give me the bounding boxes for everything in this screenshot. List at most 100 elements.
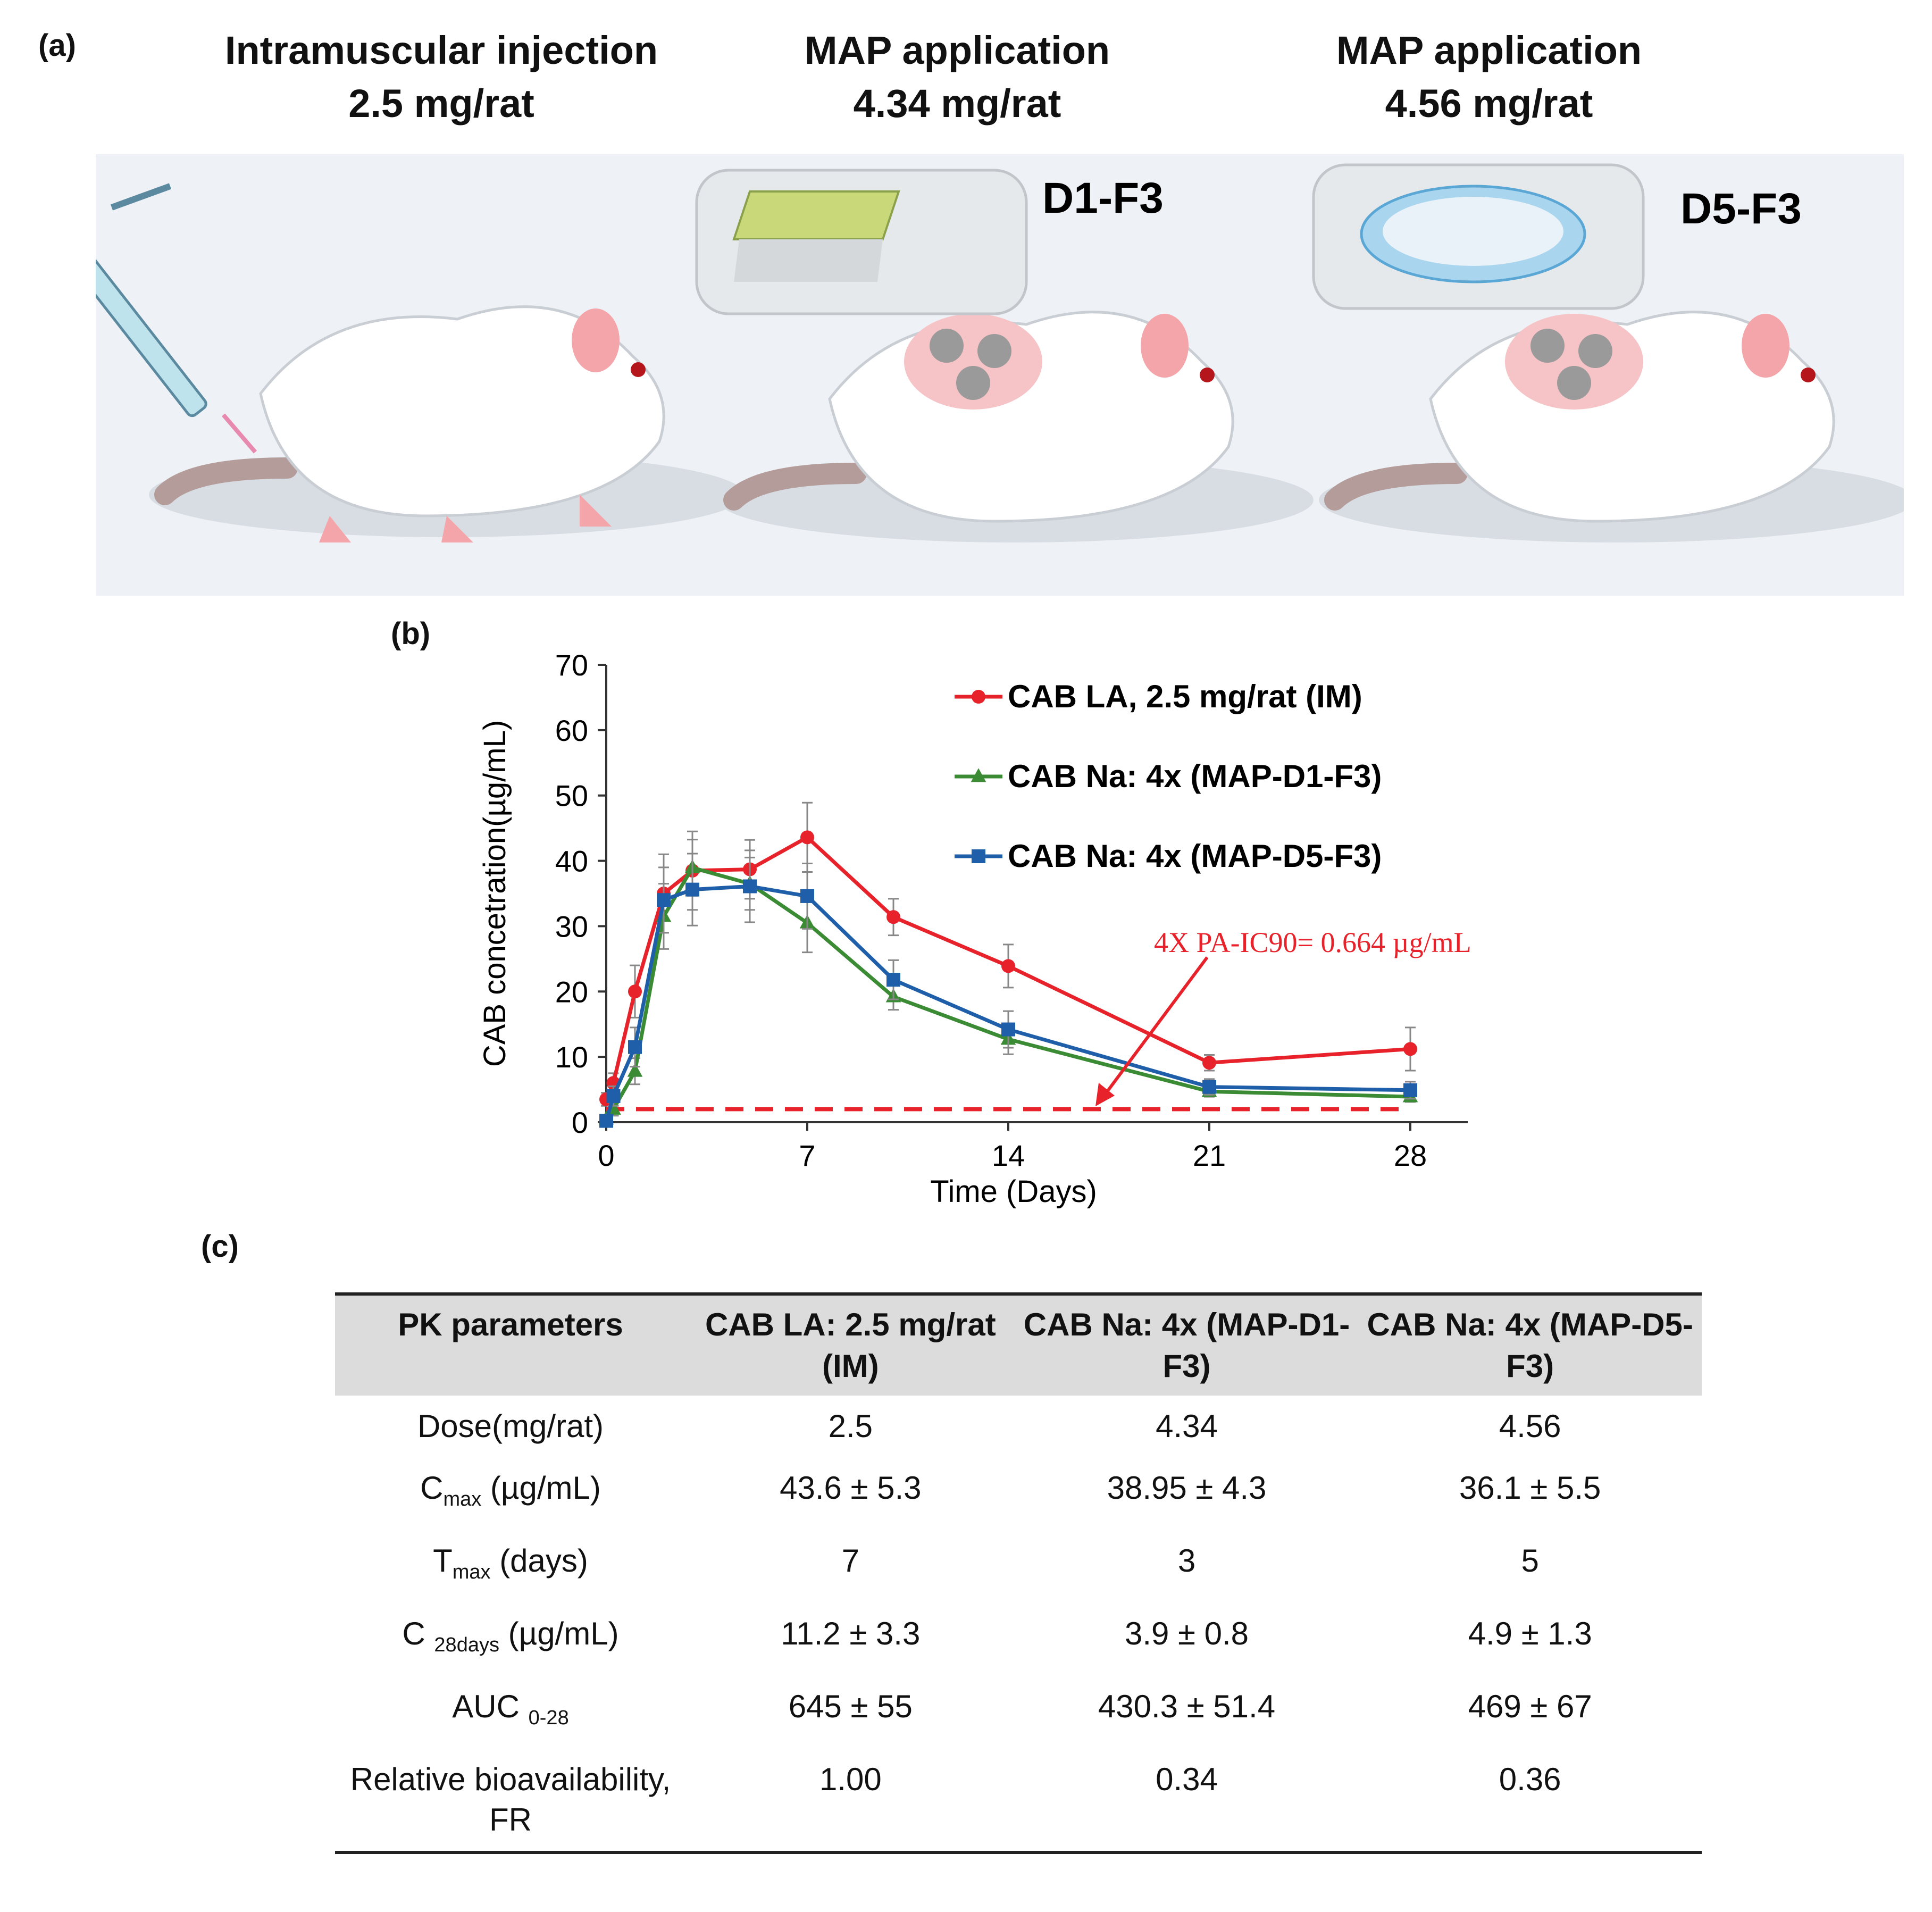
table-header-d5: CAB Na: 4x (MAP-D5-F3) [1358, 1294, 1702, 1396]
data-point-circle [886, 910, 900, 924]
param-sub: 28days [434, 1634, 499, 1656]
param-main: C [402, 1616, 434, 1651]
microneedle-patch-d5-icon [1312, 163, 1645, 310]
ic90-annotation-text: 4X PA-IC90= 0.664 µg/mL [1154, 926, 1471, 958]
x-axis-title: Time (Days) [930, 1174, 1097, 1209]
x-tick-label: 21 [1193, 1139, 1226, 1172]
y-tick-label: 70 [555, 648, 588, 682]
scene-label-d5: D5-F3 [1680, 185, 1802, 233]
panel-a-label: (a) [38, 28, 76, 63]
chart-axes: 0 10 20 30 40 50 60 70 0 7 14 21 28 Time (Days) CAB co… [478, 648, 1468, 1209]
table-header-im: CAB LA: 2.5 mg/rat (IM) [686, 1294, 1015, 1396]
header-map-d1-line2: 4.34 mg/rat [853, 81, 1061, 126]
x-tick-label: 7 [799, 1139, 815, 1172]
header-map-d5: MAP application 4.56 mg/rat [1255, 24, 1723, 130]
rat-illustrations: D1-F3 D5-F3 [48, 163, 1914, 542]
table-header-param: PK parameters [335, 1294, 686, 1396]
series-line [605, 865, 1411, 1120]
header-map-d5-line2: 4.56 mg/rat [1385, 81, 1593, 126]
data-point-circle [800, 830, 814, 845]
series-layer [598, 801, 1418, 1128]
ic90-annotation-arrow [1105, 956, 1209, 1094]
table-header-d1: CAB Na: 4x (MAP-D1-F3) [1015, 1294, 1359, 1396]
rat-illustration-d1 [718, 311, 1314, 542]
data-point-square [657, 893, 671, 907]
table-cell: 469 ± 67 [1468, 1689, 1592, 1724]
data-point-circle [1001, 959, 1015, 973]
legend-label: CAB Na: 4x (MAP-D1-F3) [1008, 758, 1382, 794]
param-unit: (µg/mL) [499, 1616, 619, 1651]
data-point-circle [1403, 1042, 1417, 1056]
param-unit: (µg/mL) [481, 1470, 601, 1506]
table-cell: 0.36 [1499, 1761, 1561, 1797]
table-cell: 645 ± 55 [788, 1689, 913, 1724]
data-point-square [599, 1114, 613, 1128]
table-cell: 7 [841, 1543, 860, 1579]
rat-illustration-im [149, 305, 745, 542]
table-cell: 4.34 [1156, 1408, 1218, 1444]
series-line [604, 884, 1411, 1122]
header-im-line1: Intramuscular injection [224, 28, 658, 72]
legend-label: CAB LA, 2.5 mg/rat (IM) [1008, 679, 1362, 714]
table-row: C 28days (µg/mL) 11.2 ± 3.3 3.9 ± 0.8 4.… [335, 1603, 1702, 1676]
panel-b-label: (b) [391, 616, 431, 651]
table-cell: 3.9 ± 0.8 [1124, 1616, 1249, 1651]
table-row: Relative bioavailability, FR 1.00 0.34 0… [335, 1749, 1702, 1852]
data-point-square [1403, 1083, 1417, 1097]
row-param: Cmax (µg/mL) [335, 1457, 686, 1530]
param-main: T [433, 1543, 453, 1579]
table-cell: 11.2 ± 3.3 [781, 1616, 921, 1651]
param-sub: max [443, 1488, 482, 1510]
x-tick-label: 0 [598, 1139, 614, 1172]
legend-label: CAB Na: 4x (MAP-D5-F3) [1008, 838, 1382, 874]
y-tick-label: 0 [572, 1106, 588, 1139]
row-param: Relative bioavailability, FR [350, 1761, 671, 1838]
x-tick-label: 14 [992, 1139, 1025, 1172]
data-point-circle [972, 690, 985, 704]
row-param: Tmax (days) [335, 1530, 686, 1603]
data-point-circle [1202, 1056, 1216, 1070]
table-cell: 4.9 ± 1.3 [1468, 1616, 1592, 1651]
pk-parameters-table: PK parameters CAB LA: 2.5 mg/rat (IM) CA… [335, 1292, 1702, 1854]
row-param: C 28days (µg/mL) [335, 1603, 686, 1676]
table-row: Tmax (days) 7 3 5 [335, 1530, 1702, 1603]
row-param: Dose(mg/rat) [417, 1408, 604, 1444]
table-row: AUC 0-28 645 ± 55 430.3 ± 51.4 469 ± 67 [335, 1676, 1702, 1749]
data-point-square [1202, 1080, 1216, 1094]
header-im-line2: 2.5 mg/rat [348, 81, 534, 126]
data-point-circle [628, 984, 642, 999]
y-tick-label: 50 [555, 779, 588, 813]
header-map-d5-line1: MAP application [1336, 28, 1642, 72]
table-row: Cmax (µg/mL) 43.6 ± 5.3 38.95 ± 4.3 36.1… [335, 1457, 1702, 1530]
y-tick-label: 20 [555, 975, 588, 1008]
header-map-d1: MAP application 4.34 mg/rat [723, 24, 1191, 130]
table-cell: 43.6 ± 5.3 [780, 1470, 922, 1506]
table-cell: 38.95 ± 4.3 [1107, 1470, 1267, 1506]
table-header-row: PK parameters CAB LA: 2.5 mg/rat (IM) CA… [335, 1294, 1702, 1396]
param-sub: 0-28 [528, 1707, 569, 1729]
y-axis-title: CAB concetration(µg/mL) [478, 720, 512, 1067]
data-point-square [606, 1089, 621, 1103]
param-sub: max [452, 1561, 491, 1583]
table-cell: 3 [1177, 1543, 1196, 1579]
table-cell: 430.3 ± 51.4 [1098, 1689, 1276, 1724]
header-im: Intramuscular injection 2.5 mg/rat [160, 24, 723, 130]
data-point-square [972, 849, 985, 863]
panel-c-label: (c) [201, 1229, 239, 1264]
data-point-square [800, 889, 814, 903]
y-tick-label: 60 [555, 714, 588, 747]
microneedle-patch-d1-icon [695, 169, 1028, 315]
table-cell: 2.5 [828, 1408, 873, 1444]
rat-illustration-scene: D1-F3 D5-F3 [48, 154, 1914, 596]
table-cell: 0.34 [1156, 1761, 1218, 1797]
chart-legend: CAB LA, 2.5 mg/rat (IM) CAB Na: 4x (MAP-D… [955, 679, 1382, 874]
table-cell: 5 [1521, 1543, 1539, 1579]
x-tick-label: 28 [1394, 1139, 1427, 1172]
data-point-triangle [971, 768, 986, 782]
table-cell: 1.00 [819, 1761, 882, 1797]
data-point-triangle [627, 1063, 643, 1077]
data-point-square [628, 1040, 642, 1054]
pk-line-chart: 0 10 20 30 40 50 60 70 0 7 14 21 28 Time (Days) CAB co… [478, 648, 1471, 1209]
table-cell: 4.56 [1499, 1408, 1561, 1444]
y-tick-label: 40 [555, 845, 588, 878]
